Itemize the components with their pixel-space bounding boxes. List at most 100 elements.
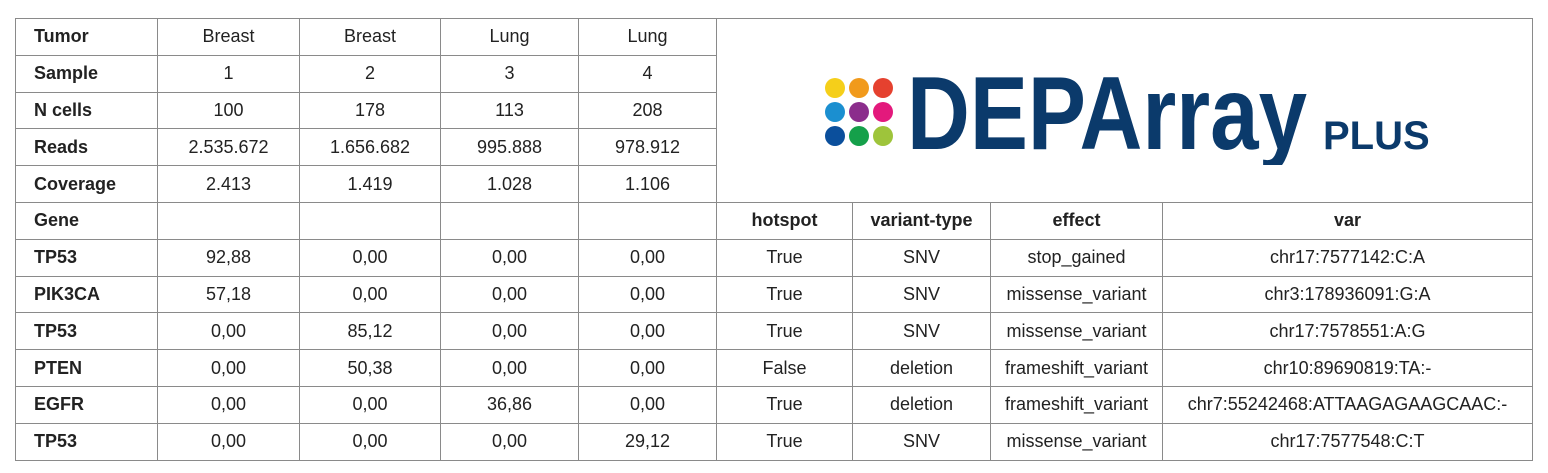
- empty-cell: [299, 201, 441, 240]
- cell: 57,18: [157, 275, 300, 314]
- gene-cell: PIK3CA: [15, 275, 158, 314]
- table-wrap: Tumor Breast Breast Lung Lung DEPArray PLUS …: [15, 18, 1533, 461]
- cell: False: [716, 349, 853, 387]
- cell: 92,88: [157, 238, 300, 277]
- summary-row: Reads 2.535.672 1.656.682 995.888 978.912: [15, 128, 1533, 167]
- row-label: Coverage: [15, 165, 158, 203]
- header-cell: var: [1162, 201, 1533, 240]
- gene-cell: PTEN: [15, 349, 158, 387]
- variant-row: TP53 0,00 0,00 0,00 29,12 True SNV missense_var…: [15, 422, 1533, 461]
- cell: 50,38: [299, 349, 441, 387]
- logo-cell: DEPArray PLUS: [716, 18, 1533, 203]
- logo-dots: [824, 78, 893, 147]
- cell: 0,00: [578, 312, 717, 351]
- empty-cell: [157, 201, 300, 240]
- cell: 208: [578, 91, 717, 130]
- gene-cell: TP53: [15, 312, 158, 351]
- logo-graphic: DEPArray PLUS: [824, 56, 1430, 165]
- cell: 0,00: [299, 275, 441, 314]
- cell: missense_variant: [990, 312, 1163, 351]
- cell: 0,00: [299, 422, 441, 461]
- gene-cell: TP53: [15, 238, 158, 277]
- cell: missense_variant: [990, 275, 1163, 314]
- cell: chr7:55242468:ATTAAGAGAAGCAAC:-: [1162, 385, 1533, 424]
- cell: Breast: [299, 18, 441, 56]
- cell: 978.912: [578, 128, 717, 167]
- header-cell: variant-type: [852, 201, 991, 240]
- cell: 1: [157, 54, 300, 93]
- cell: True: [716, 275, 853, 314]
- cell: 0,00: [157, 349, 300, 387]
- header-cell: effect: [990, 201, 1163, 240]
- cell: 0,00: [157, 422, 300, 461]
- cell: 1.419: [299, 165, 441, 203]
- cell: frameshift_variant: [990, 385, 1163, 424]
- summary-row: Tumor Breast Breast Lung Lung DEPArray PLUS: [15, 18, 1533, 203]
- cell: True: [716, 385, 853, 424]
- cell: chr17:7578551:A:G: [1162, 312, 1533, 351]
- cell: 0,00: [578, 385, 717, 424]
- cell: 2: [299, 54, 441, 93]
- gene-cell: EGFR: [15, 385, 158, 424]
- cell: SNV: [852, 422, 991, 461]
- cell: 0,00: [440, 238, 579, 277]
- variant-row: PIK3CA 57,18 0,00 0,00 0,00 True SNV missense_v…: [15, 275, 1533, 314]
- cell: True: [716, 312, 853, 351]
- cell: Lung: [578, 18, 717, 56]
- cell: 0,00: [440, 422, 579, 461]
- cell: 178: [299, 91, 441, 130]
- cell: Breast: [157, 18, 300, 56]
- cell: chr17:7577142:C:A: [1162, 238, 1533, 277]
- variant-row: EGFR 0,00 0,00 36,86 0,00 True deletion framesh…: [15, 385, 1533, 424]
- summary-row: Coverage 2.413 1.419 1.028 1.106: [15, 165, 1533, 203]
- cell: 2.535.672: [157, 128, 300, 167]
- data-table: Tumor Breast Breast Lung Lung DEPArray PLUS …: [15, 18, 1533, 461]
- header-cell: hotspot: [716, 201, 853, 240]
- cell: 100: [157, 91, 300, 130]
- variant-row: PTEN 0,00 50,38 0,00 0,00 False deletion frames…: [15, 349, 1533, 387]
- cell: chr10:89690819:TA:-: [1162, 349, 1533, 387]
- cell: 0,00: [440, 349, 579, 387]
- cell: True: [716, 422, 853, 461]
- variant-row: TP53 92,88 0,00 0,00 0,00 True SNV stop_gained c…: [15, 238, 1533, 277]
- cell: 0,00: [578, 275, 717, 314]
- cell: frameshift_variant: [990, 349, 1163, 387]
- header-cell: Gene: [15, 201, 158, 240]
- cell: SNV: [852, 238, 991, 277]
- empty-cell: [578, 201, 717, 240]
- cell: 1.028: [440, 165, 579, 203]
- gene-cell: TP53: [15, 422, 158, 461]
- cell: deletion: [852, 385, 991, 424]
- cell: chr17:7577548:C:T: [1162, 422, 1533, 461]
- cell: 113: [440, 91, 579, 130]
- cell: 0,00: [157, 385, 300, 424]
- logo-suffix: PLUS: [1323, 114, 1430, 158]
- row-label: N cells: [15, 91, 158, 130]
- cell: 0,00: [440, 275, 579, 314]
- cell: 1.106: [578, 165, 717, 203]
- cell: 0,00: [299, 385, 441, 424]
- cell: 0,00: [157, 312, 300, 351]
- cell: 0,00: [299, 238, 441, 277]
- cell: 29,12: [578, 422, 717, 461]
- row-label: Tumor: [15, 18, 158, 56]
- logo: DEPArray PLUS: [718, 19, 1532, 201]
- cell: deletion: [852, 349, 991, 387]
- variant-header: Gene hotspot variant-type effect var: [15, 201, 1533, 240]
- cell: 0,00: [578, 349, 717, 387]
- cell: 1.656.682: [299, 128, 441, 167]
- cell: Lung: [440, 18, 579, 56]
- cell: 4: [578, 54, 717, 93]
- cell: SNV: [852, 275, 991, 314]
- cell: 85,12: [299, 312, 441, 351]
- cell: 2.413: [157, 165, 300, 203]
- cell: 0,00: [578, 238, 717, 277]
- variant-row: TP53 0,00 85,12 0,00 0,00 True SNV missense_var…: [15, 312, 1533, 351]
- cell: missense_variant: [990, 422, 1163, 461]
- cell: stop_gained: [990, 238, 1163, 277]
- summary-row: N cells 100 178 113 208: [15, 91, 1533, 130]
- row-label: Sample: [15, 54, 158, 93]
- cell: SNV: [852, 312, 991, 351]
- cell: True: [716, 238, 853, 277]
